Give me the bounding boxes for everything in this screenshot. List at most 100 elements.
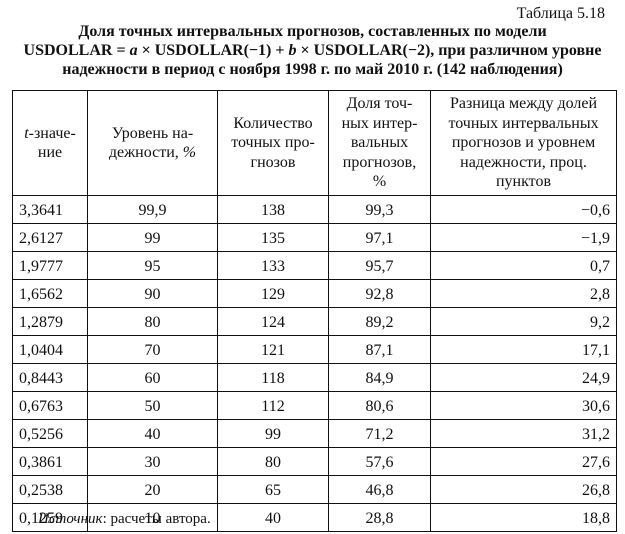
header-share-line1: Доля точ- <box>346 95 413 113</box>
header-accurate-count: Количество точных про- гнозов <box>217 90 329 196</box>
caption-coef-b: b <box>288 42 297 59</box>
header-count-line2: точных про- <box>231 134 315 152</box>
caption-line-3: надежности в период с ноября 1998 г. по … <box>62 61 563 78</box>
header-count-line3: гнозов <box>250 153 296 171</box>
header-share-line5: % <box>372 173 387 191</box>
table-row: 0,2538 20 65 46,8 26,8 <box>12 475 617 504</box>
cell-difference: 26,8 <box>430 475 617 504</box>
cell-difference: 27,6 <box>430 447 617 476</box>
cell-confidence-level: 95 <box>87 251 218 280</box>
source-text: : расчеты автора. <box>102 511 211 527</box>
header-difference: Разница между долей точных интервальных … <box>430 90 617 196</box>
caption-coef-a: a <box>129 42 138 59</box>
header-count-line1: Количество <box>233 114 313 132</box>
table-row: 0,5256 40 99 71,2 31,2 <box>12 419 617 448</box>
source-label: Источник <box>38 511 103 527</box>
cell-confidence-level: 80 <box>87 307 218 336</box>
header-diff-line3: прогнозов и уровнем <box>451 134 596 152</box>
cell-accurate-count: 118 <box>217 363 329 392</box>
header-level-line1: Уровень на- <box>111 124 194 142</box>
cell-t-value: 1,2879 <box>12 307 88 336</box>
cell-confidence-level: 30 <box>87 447 218 476</box>
cell-confidence-level: 70 <box>87 335 218 364</box>
cell-confidence-level: 10 <box>87 503 218 532</box>
cell-t-value: 3,3641 <box>12 195 88 224</box>
cell-t-value: 0,1259 <box>12 503 88 532</box>
cell-accurate-count: 40 <box>217 503 329 532</box>
cell-accurate-share: 87,1 <box>328 335 431 364</box>
cell-difference: −0,6 <box>430 195 617 224</box>
cell-t-value: 1,0404 <box>12 335 88 364</box>
table-row: 0,3861 30 80 57,6 27,6 <box>12 447 617 476</box>
header-diff-line4: надежности, проц. <box>460 153 587 171</box>
table-row: 1,0404 70 121 87,1 17,1 <box>12 335 617 364</box>
cell-t-value: 0,8443 <box>12 363 88 392</box>
forecast-table: t-значе- ние Уровень на- дежности, % Кол… <box>12 90 617 532</box>
cell-confidence-level: 20 <box>87 475 218 504</box>
cell-accurate-share: 89,2 <box>328 307 431 336</box>
cell-accurate-count: 112 <box>217 391 329 420</box>
cell-t-value: 0,6763 <box>12 391 88 420</box>
cell-accurate-count: 99 <box>217 419 329 448</box>
table-caption: Доля точных интервальных прогнозов, сост… <box>0 22 625 79</box>
cell-difference: 17,1 <box>430 335 617 364</box>
header-t-value: t-значе- ние <box>12 90 88 196</box>
cell-accurate-share: 80,6 <box>328 391 431 420</box>
cell-confidence-level: 40 <box>87 419 218 448</box>
caption-formula-end: × USDOLLAR(−2), при различном уровне <box>296 42 602 59</box>
cell-difference: 18,8 <box>430 503 617 532</box>
cell-accurate-count: 135 <box>217 223 329 252</box>
cell-accurate-share: 71,2 <box>328 419 431 448</box>
header-t-letter: t <box>24 124 29 142</box>
header-diff-line1: Разница между долей <box>449 95 598 113</box>
caption-formula-start: USDOLLAR = <box>23 42 130 59</box>
header-share-line2: ных интер- <box>341 114 418 132</box>
cell-confidence-level: 50 <box>87 391 218 420</box>
caption-line-1: Доля точных интервальных прогнозов, сост… <box>78 23 547 40</box>
cell-difference: 31,2 <box>430 419 617 448</box>
header-level-percent: % <box>182 144 197 161</box>
table-row: 0,8443 60 118 84,9 24,9 <box>12 363 617 392</box>
cell-difference: 9,2 <box>430 307 617 336</box>
cell-t-value: 2,6127 <box>12 223 88 252</box>
cell-confidence-level: 99,9 <box>87 195 218 224</box>
header-share-line3: вальных <box>350 134 409 152</box>
cell-t-value: 1,9777 <box>12 251 88 280</box>
header-diff-line2: точных интервальных <box>448 114 599 132</box>
caption-formula-mid: × USDOLLAR(−1) + <box>137 42 289 59</box>
cell-accurate-share: 46,8 <box>328 475 431 504</box>
cell-difference: 30,6 <box>430 391 617 420</box>
cell-accurate-share: 97,1 <box>328 223 431 252</box>
cell-confidence-level: 90 <box>87 279 218 308</box>
cell-accurate-count: 124 <box>217 307 329 336</box>
cell-accurate-count: 121 <box>217 335 329 364</box>
cell-accurate-count: 133 <box>217 251 329 280</box>
cell-t-value: 0,3861 <box>12 447 88 476</box>
cell-accurate-share: 99,3 <box>328 195 431 224</box>
cell-difference: 24,9 <box>430 363 617 392</box>
table-number: Таблица 5.18 <box>516 5 605 22</box>
cell-t-value: 0,5256 <box>12 419 88 448</box>
table-row: 1,9777 95 133 95,7 0,7 <box>12 251 617 280</box>
header-t-rest: -значе- <box>28 124 76 142</box>
cell-confidence-level: 60 <box>87 363 218 392</box>
table-body: 3,3641 99,9 138 99,3 −0,6 2,6127 99 135 97,1 −1,9… <box>12 195 617 532</box>
table-row: 0,1259 10 40 28,8 18,8 <box>12 503 617 532</box>
header-diff-line5: пунктов <box>495 173 552 191</box>
cell-accurate-share: 95,7 <box>328 251 431 280</box>
header-share-line4: прогнозов, <box>342 153 417 171</box>
cell-accurate-share: 28,8 <box>328 503 431 532</box>
cell-difference: 2,8 <box>430 279 617 308</box>
cell-t-value: 0,2538 <box>12 475 88 504</box>
cell-accurate-count: 138 <box>217 195 329 224</box>
header-row: t-значе- ние Уровень на- дежности, % Кол… <box>12 90 617 196</box>
source-note: Источник: расчеты автора. <box>38 510 211 528</box>
table-row: 3,3641 99,9 138 99,3 −0,6 <box>12 195 617 224</box>
cell-difference: 0,7 <box>430 251 617 280</box>
cell-accurate-count: 129 <box>217 279 329 308</box>
cell-t-value: 1,6562 <box>12 279 88 308</box>
table-row: 2,6127 99 135 97,1 −1,9 <box>12 223 617 252</box>
cell-difference: −1,9 <box>430 223 617 252</box>
table-row: 0,6763 50 112 80,6 30,6 <box>12 391 617 420</box>
cell-accurate-share: 92,8 <box>328 279 431 308</box>
